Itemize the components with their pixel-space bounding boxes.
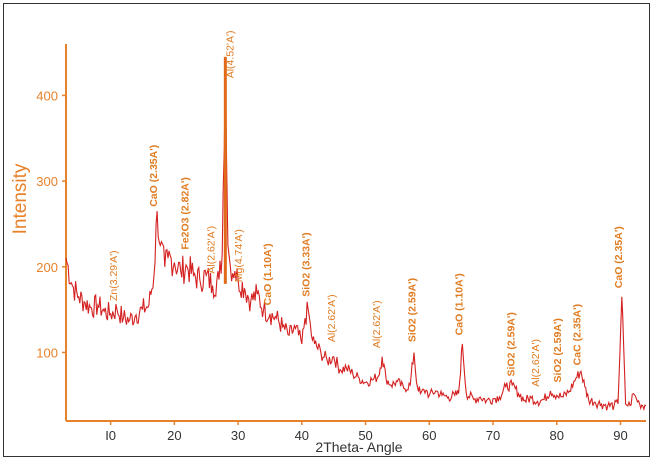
y-axis-label: Intensity (10, 163, 31, 234)
chart-frame: 100 200 300 400 I0 20 30 40 50 60 70 80 90 Zn(3.29'… (3, 3, 650, 457)
x-tick-label: 40 (295, 428, 309, 443)
y-tick-label: 200 (36, 260, 58, 275)
x-tick-label: 60 (422, 428, 436, 443)
peak-annotation: SiO2 (2.59A') (552, 318, 564, 382)
y-tick-label: 300 (36, 174, 58, 189)
peak-annotation: Fe2O3 (2.82A') (179, 177, 191, 250)
x-tick-label: 20 (167, 428, 181, 443)
x-tick-label: 50 (358, 428, 372, 443)
x-tick-label: I0 (105, 428, 116, 443)
peak-annotation: Al(4.52'A') (225, 30, 237, 78)
peak-annotation: SiO2 (3.33A') (300, 232, 312, 296)
peak-annotation: CaC (2.35A') (571, 304, 583, 365)
x-tick-label: 30 (231, 428, 245, 443)
y-tick-label: 400 (36, 88, 58, 103)
peak-annotation: CaO (1.10A') (262, 243, 274, 305)
y-tick-label: 100 (36, 345, 58, 360)
peak-annotation: CaO (2.35A') (148, 145, 160, 207)
axes (65, 44, 646, 422)
peak-annotation: Al(2.62'A') (206, 226, 218, 274)
x-tick-label: 80 (550, 428, 564, 443)
peak-annotation: SiO2 (2.59A') (406, 278, 418, 342)
peak-annotation: Zn(3.29'A') (108, 250, 120, 301)
x-axis-label: 2Theta- Angle (315, 439, 402, 455)
x-ticks: I0 20 30 40 50 60 70 80 90 (105, 421, 628, 443)
peak-annotation: CaO (1.10A') (453, 273, 465, 335)
annotations-layer: Zn(3.29'A') CaO (2.35A') Fe2O3 (2.82A') Al(… (108, 30, 625, 386)
peak-annotation: SiO2 (2.59A') (506, 312, 518, 376)
series-layer (65, 56, 647, 412)
peak-annotation: Al(2.62'A') (530, 339, 542, 387)
y-ticks: 100 200 300 400 (36, 88, 66, 360)
peak-annotation: CaO (2.35A') (613, 226, 625, 288)
peak-annotation: Mg(4.74'A') (233, 229, 245, 282)
x-tick-label: 90 (613, 428, 627, 443)
xrd-series-line (65, 56, 647, 412)
peak-annotation: Al(2.62'A') (371, 300, 383, 348)
xrd-plot: 100 200 300 400 I0 20 30 40 50 60 70 80 90 Zn(3.29'… (10, 30, 647, 455)
peak-annotation: Al(2.62'A') (326, 294, 338, 342)
x-tick-label: 70 (486, 428, 500, 443)
